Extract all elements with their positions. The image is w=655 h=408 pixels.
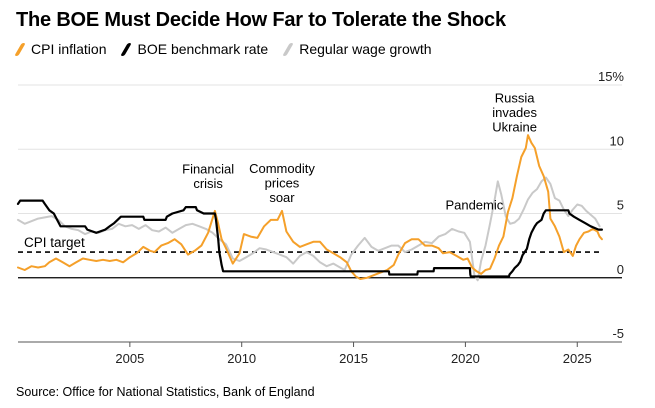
annotation-commodity-prices-line-0: Commodity <box>249 161 315 176</box>
annotation-commodity-prices-line-1: prices <box>265 175 300 190</box>
chart-title: The BOE Must Decide How Far to Tolerate … <box>16 9 506 31</box>
annotation-financial-crisis-line-0: Financial <box>182 161 234 176</box>
legend-label-boe: BOE benchmark rate <box>137 41 269 57</box>
x-tick-label-4: 2025 <box>563 351 592 366</box>
legend-item-boe: BOE benchmark rate <box>120 41 269 57</box>
legend-label-wage: Regular wage growth <box>299 41 432 57</box>
x-tick-label-0: 2005 <box>115 351 144 366</box>
legend-item-cpi: CPI inflation <box>14 41 107 57</box>
source-note: Source: Office for National Statistics, … <box>16 385 315 399</box>
legend-label-cpi: CPI inflation <box>31 41 107 57</box>
y-tick-label-4: -5 <box>612 326 624 341</box>
annotation-commodity-prices-line-2: soar <box>269 190 295 205</box>
annotation-russia-ukraine-line-2: Ukraine <box>492 119 537 134</box>
x-tick-label-3: 2020 <box>451 351 480 366</box>
legend: CPI inflation BOE benchmark rate Regular… <box>14 40 448 58</box>
y-tick-label-1: 10 <box>610 133 624 148</box>
x-tick-label-1: 2010 <box>227 351 256 366</box>
legend-item-wage: Regular wage growth <box>282 41 432 57</box>
y-tick-label-3: 0 <box>617 262 624 277</box>
annotation-russia-ukraine-line-0: Russia <box>495 90 536 105</box>
y-tick-label-0: 15% <box>598 69 624 84</box>
series-line-wage <box>17 176 601 282</box>
series-line-boe <box>16 199 603 278</box>
annotation-pandemic-line-0: Pandemic <box>445 198 503 213</box>
cpi-target-label: CPI target <box>24 235 85 250</box>
annotation-financial-crisis-line-1: crisis <box>193 176 223 191</box>
series-line-cpi <box>17 134 603 280</box>
annotation-russia-ukraine-line-1: invades <box>492 105 537 120</box>
x-tick-label-2: 2015 <box>339 351 368 366</box>
y-tick-label-2: 5 <box>617 198 624 213</box>
